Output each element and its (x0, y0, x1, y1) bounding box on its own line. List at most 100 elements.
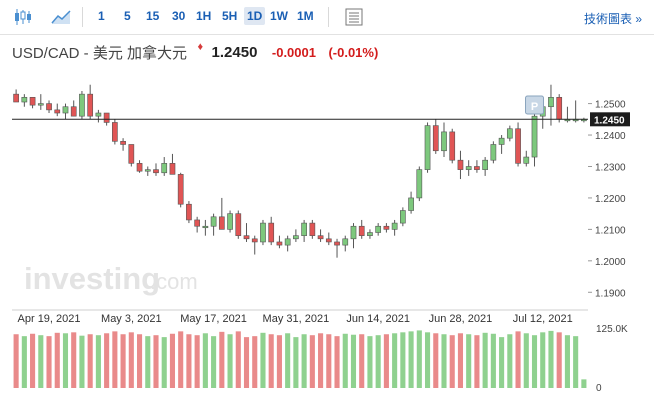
candle (465, 160, 472, 176)
volume-max-label: 125.0K (596, 324, 628, 335)
timeframe-1[interactable]: 1 (98, 9, 105, 23)
volume-bar (243, 337, 250, 388)
candle (564, 106, 571, 123)
timeframe-1d[interactable]: 1D (244, 7, 266, 25)
candle (260, 219, 266, 246)
volume-bar (466, 334, 472, 388)
candle-body (531, 115, 538, 158)
candle-body (293, 235, 299, 240)
volume-bar (145, 336, 151, 388)
price-tick-label: 1.2300 (595, 162, 626, 173)
candle (128, 144, 135, 167)
timeframe-5[interactable]: 5 (124, 9, 131, 23)
volume-bar (581, 379, 587, 388)
candle (136, 160, 143, 173)
volume-bar (499, 337, 505, 388)
current-price-line: 1.2450 (12, 112, 630, 127)
volume-bar (474, 335, 480, 388)
date-tick-label: Apr 19, 2021 (18, 313, 81, 325)
price-tick-label: 1.2100 (595, 225, 626, 236)
candle (29, 96, 36, 109)
volume-bar (457, 333, 464, 388)
volume-bar (62, 333, 69, 388)
candle-body (103, 112, 110, 123)
candle (276, 235, 283, 249)
last-price: 1.2450 (211, 44, 258, 61)
candle-body (194, 219, 200, 227)
volume-bar (285, 333, 291, 388)
candle-body (358, 225, 365, 236)
volume-bar (268, 334, 274, 388)
date-tick-label: Jul 12, 2021 (513, 313, 573, 325)
candle (474, 160, 480, 173)
candle (37, 94, 44, 110)
candle (227, 210, 233, 233)
candle-body (161, 163, 168, 174)
event-marker[interactable]: P (525, 95, 545, 115)
candle-body (276, 241, 283, 246)
price-change: -0.0001 (271, 45, 316, 60)
data-table-icon[interactable] (343, 7, 365, 27)
candle (325, 232, 332, 246)
candlestick-chart-icon[interactable] (12, 7, 34, 27)
timeframe-1h[interactable]: 1H (196, 9, 212, 23)
candle (268, 216, 275, 246)
price-tick-label: 1.2400 (595, 131, 626, 142)
candle-body (62, 106, 69, 114)
toolbar-divider (328, 7, 329, 27)
timeframe-30[interactable]: 30 (172, 9, 186, 23)
toolbar-divider (82, 7, 83, 27)
volume-bar (515, 331, 521, 388)
candle-body (375, 225, 382, 233)
area-chart-icon[interactable] (50, 7, 72, 27)
candle-body (136, 163, 143, 172)
volume-bar (293, 337, 299, 388)
volume-bar (71, 332, 77, 388)
candle (432, 119, 439, 154)
candle (358, 219, 365, 239)
candle-body (416, 169, 423, 199)
volume-bar (104, 333, 110, 388)
candle (556, 94, 563, 123)
volume-bar (21, 336, 27, 388)
price-change-flag-icon: ♦ (197, 40, 204, 53)
investing-watermark: investing .com (24, 261, 198, 296)
candle-body (227, 213, 233, 230)
volume-bar (46, 336, 52, 388)
volume-bar (548, 330, 554, 388)
volume-bar (194, 335, 200, 388)
candle-body (128, 144, 135, 164)
volume-bar (186, 334, 192, 388)
candle-body (153, 169, 159, 174)
candle (490, 141, 497, 164)
candle-body (350, 225, 357, 240)
quote-header: USD/CAD - 美元 加拿大元 ♦ 1.2450 -0.0001 (-0.0… (12, 40, 379, 63)
volume-bar (318, 333, 324, 388)
technical-chart-link[interactable]: 技術圖表 » (583, 12, 642, 26)
timeframe-15[interactable]: 15 (146, 9, 160, 23)
volume-bar (359, 334, 365, 388)
volume-bar (227, 334, 233, 388)
candle-body (29, 96, 36, 106)
volume-bar (136, 334, 143, 388)
volume-bar (95, 335, 101, 388)
price-chart[interactable]: investing .com 1.25001.24001.23001.22001… (0, 70, 654, 408)
candle (218, 197, 225, 230)
price-change-percent: (-0.01%) (328, 45, 379, 60)
candle (506, 125, 513, 142)
volume-bar (326, 334, 332, 388)
volume-bar (342, 333, 348, 388)
candle-body (21, 96, 28, 103)
candle (186, 201, 192, 224)
candle (548, 84, 554, 126)
volume-bar (540, 332, 546, 388)
timeframe-1m[interactable]: 1M (297, 9, 314, 23)
volume-bar (128, 332, 134, 388)
timeframe-1w[interactable]: 1W (270, 9, 288, 23)
candle (523, 150, 530, 167)
candle-body (490, 144, 497, 161)
candle-body (186, 203, 192, 221)
volume-bar (531, 335, 538, 388)
timeframe-5h[interactable]: 5H (222, 9, 238, 23)
candle (309, 219, 316, 239)
